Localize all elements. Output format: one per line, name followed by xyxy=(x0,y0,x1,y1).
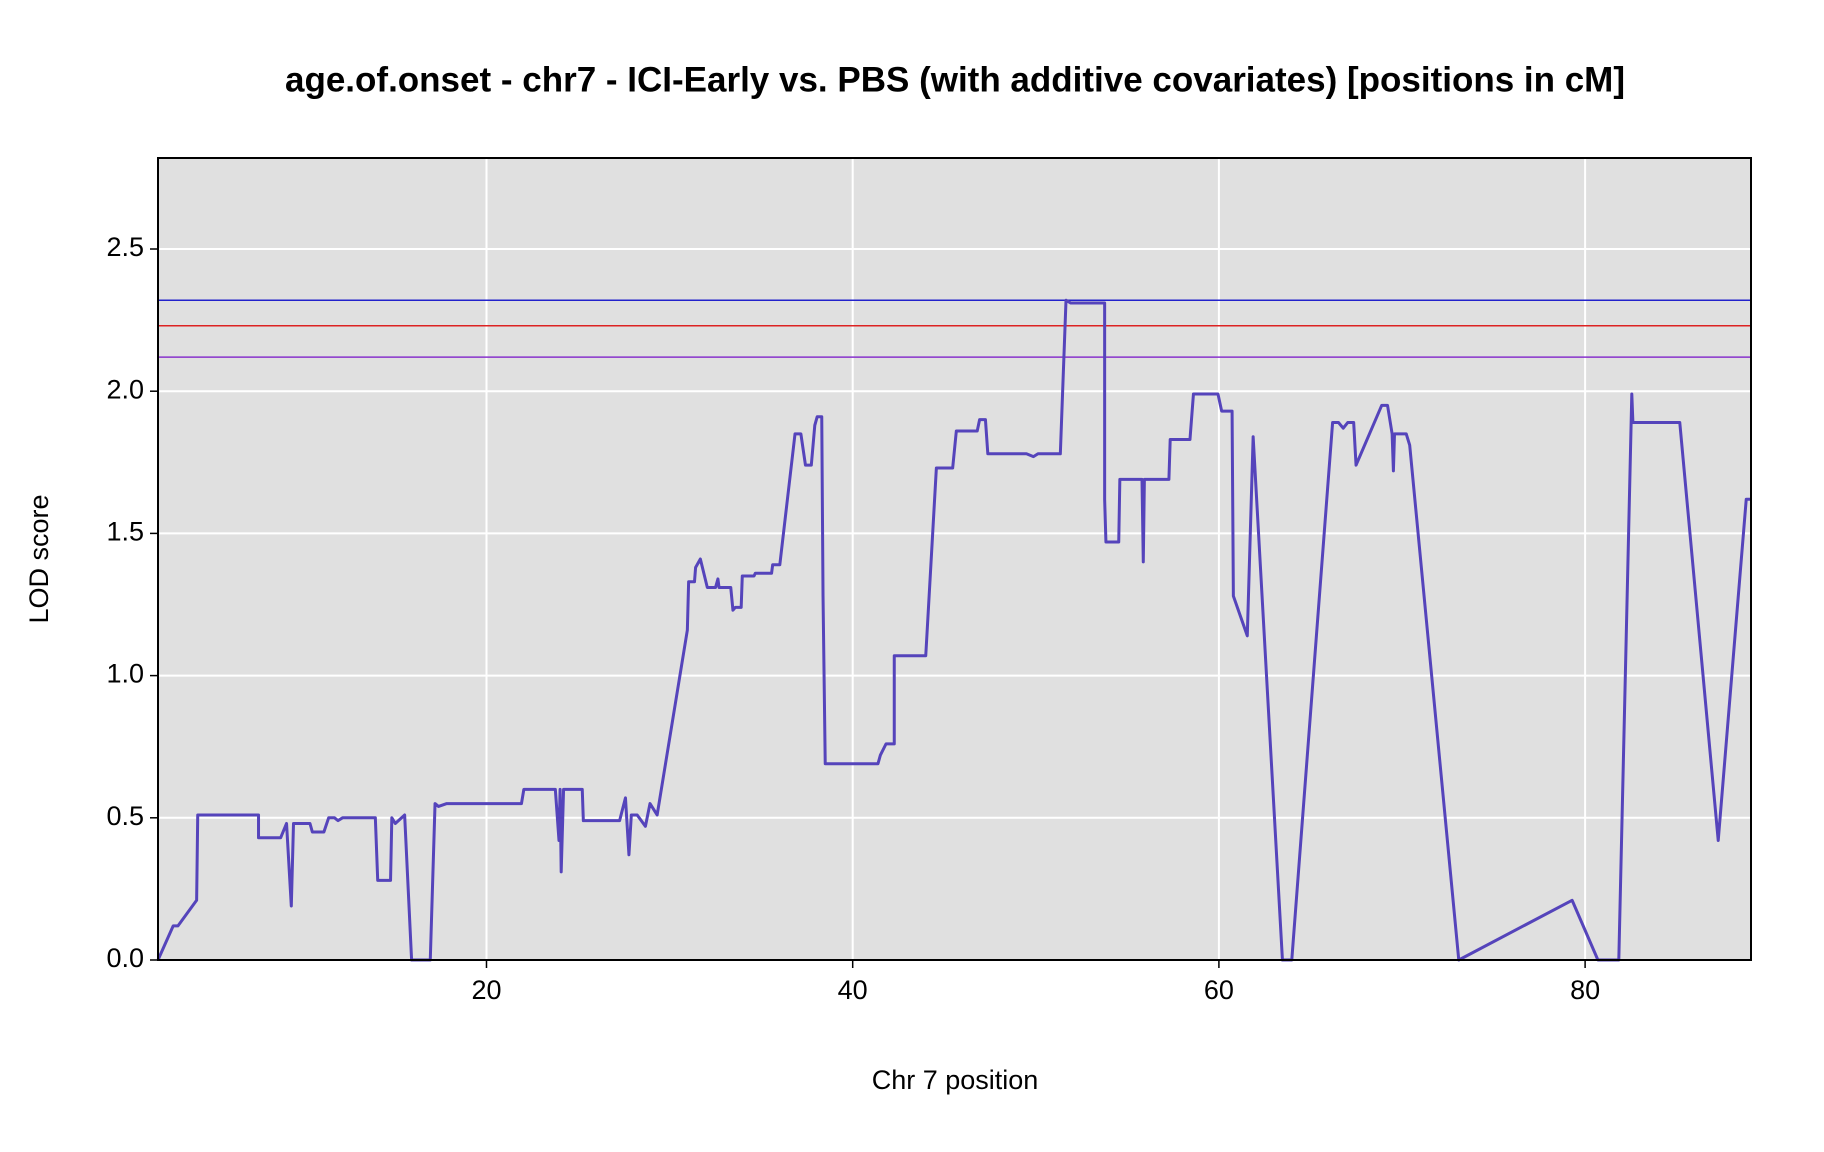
x-tick-label: 60 xyxy=(1204,975,1234,1005)
chart-title: age.of.onset - chr7 - ICI-Early vs. PBS … xyxy=(285,60,1625,99)
y-tick-label: 1.0 xyxy=(106,659,144,689)
y-tick-label: 0.5 xyxy=(106,801,144,831)
y-tick-label: 0.0 xyxy=(106,943,144,973)
y-tick-label: 2.5 xyxy=(106,232,144,262)
y-tick-label: 1.5 xyxy=(106,517,144,547)
x-tick-label: 20 xyxy=(471,975,501,1005)
x-tick-label: 40 xyxy=(838,975,868,1005)
y-axis-label: LOD score xyxy=(24,494,54,623)
plot-background xyxy=(158,158,1751,960)
plot-border xyxy=(157,157,1752,961)
x-tick-label: 80 xyxy=(1570,975,1600,1005)
y-tick-label: 2.0 xyxy=(106,374,144,404)
x-axis-label: Chr 7 position xyxy=(872,1065,1039,1095)
lod-line xyxy=(156,298,1751,962)
